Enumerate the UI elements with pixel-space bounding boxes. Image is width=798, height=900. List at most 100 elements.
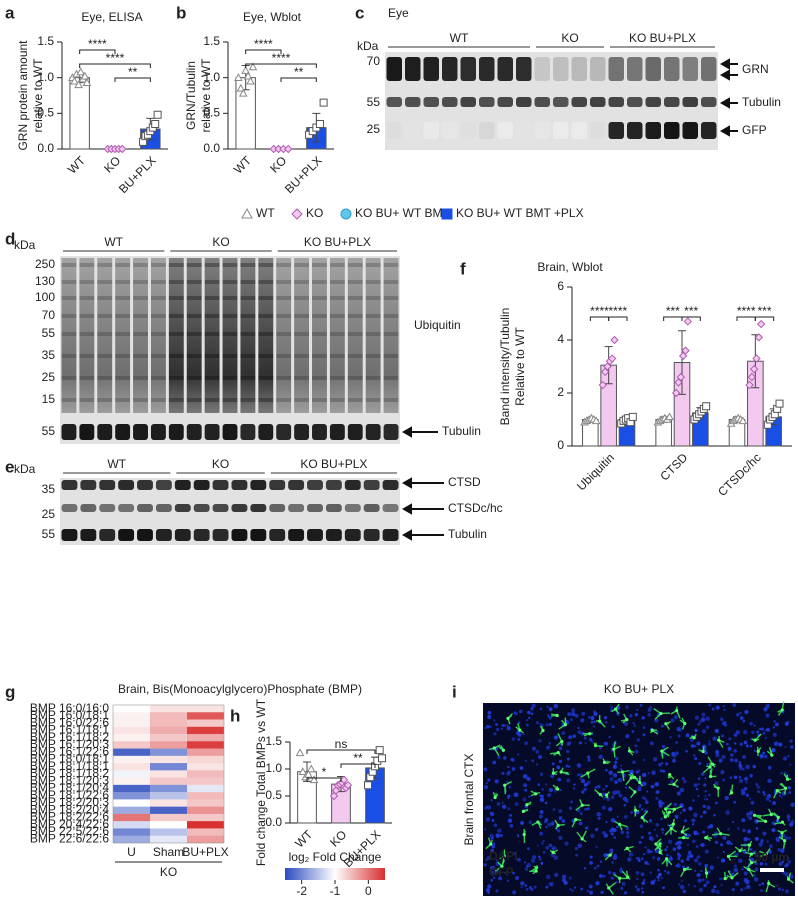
data-point <box>319 98 328 107</box>
blot-band <box>186 376 202 380</box>
microglia-body <box>502 854 506 858</box>
nucleus <box>685 749 688 753</box>
nucleus <box>641 781 647 787</box>
data-point <box>74 80 83 89</box>
microglia-body <box>780 708 784 712</box>
heatmap-cell <box>187 792 224 800</box>
nucleus <box>758 842 763 847</box>
blot-smear <box>347 258 363 413</box>
heatmap-cell <box>150 828 187 836</box>
blot-band <box>137 504 153 512</box>
blot-band <box>115 376 131 380</box>
nucleus <box>743 740 748 745</box>
blot-band <box>150 296 166 300</box>
blot-band <box>80 480 97 490</box>
nucleus <box>548 843 553 848</box>
heatmap-cell <box>113 734 150 742</box>
blot-band <box>115 280 131 284</box>
nucleus <box>526 864 529 868</box>
blot-band <box>186 296 202 300</box>
microglia-body <box>660 749 664 753</box>
nucleus <box>567 765 571 768</box>
nucleus <box>558 759 562 764</box>
microglia-body <box>580 803 584 807</box>
nucleus <box>739 716 744 720</box>
nucleus <box>696 856 699 859</box>
nucleus <box>553 703 559 709</box>
nucleus <box>742 719 746 723</box>
y-axis-label: relative to WT <box>31 58 45 133</box>
nucleus <box>746 884 751 889</box>
nucleus <box>745 764 750 770</box>
blot-band <box>442 57 458 81</box>
nucleus <box>664 848 668 852</box>
microglia-body <box>618 876 622 880</box>
microglia-body <box>683 721 687 726</box>
nucleus <box>744 776 749 781</box>
nucleus <box>483 784 489 790</box>
nucleus <box>637 857 640 860</box>
nucleus <box>524 884 528 887</box>
nucleus <box>679 884 685 890</box>
nucleus <box>650 784 655 789</box>
blot-band <box>115 398 131 402</box>
nucleus <box>493 823 498 827</box>
nucleus <box>495 727 500 732</box>
data-point <box>681 346 690 355</box>
blot-band <box>590 122 606 139</box>
nucleus <box>593 710 597 714</box>
blot-band <box>627 57 643 81</box>
blot-smear <box>115 258 131 413</box>
nucleus <box>713 885 717 889</box>
nucleus <box>536 763 539 766</box>
blot-band <box>288 504 305 512</box>
nucleus <box>548 788 553 793</box>
nucleus <box>687 843 690 847</box>
y-tick-label: 1.0 <box>203 70 220 84</box>
blot-band <box>118 504 135 512</box>
blot-band <box>344 529 361 541</box>
nucleus <box>589 855 593 859</box>
nucleus <box>600 890 604 895</box>
nucleus <box>612 855 618 861</box>
nucleus <box>760 727 765 731</box>
microglia-body <box>704 871 709 875</box>
column-label: BU+PLX <box>182 845 228 859</box>
nucleus <box>762 751 765 755</box>
nucleus <box>490 878 494 882</box>
blot-band <box>155 480 172 490</box>
nucleus <box>742 828 746 833</box>
scale-bar <box>760 868 784 872</box>
blot-band <box>204 354 220 358</box>
arrow <box>401 503 444 515</box>
nucleus <box>528 885 532 889</box>
nucleus <box>708 740 711 743</box>
band-label: CTSD <box>448 475 481 489</box>
blot-band <box>186 314 202 318</box>
nucleus <box>753 874 756 877</box>
nucleus <box>553 790 557 793</box>
row-label: BMP 16:0/18:1 <box>30 708 109 722</box>
nucleus <box>771 828 776 833</box>
nucleus <box>772 801 776 805</box>
nucleus <box>580 731 585 736</box>
nucleus <box>592 725 596 728</box>
nucleus <box>512 890 517 895</box>
nucleus <box>609 848 614 853</box>
nucleus <box>590 720 594 724</box>
nucleus <box>730 842 733 846</box>
nucleus <box>682 808 686 812</box>
nucleus <box>680 879 683 882</box>
nucleus <box>489 725 492 728</box>
panel-label: e <box>5 457 14 476</box>
legend-label: WT <box>256 206 275 220</box>
nucleus <box>775 722 779 727</box>
nucleus <box>759 727 762 731</box>
nucleus <box>754 858 758 862</box>
band-label: GRN <box>742 62 769 76</box>
blot-band <box>79 314 95 318</box>
microglia-body <box>784 786 788 790</box>
microglia-body <box>668 772 672 777</box>
microglia-body <box>729 791 734 795</box>
nucleus <box>620 830 625 835</box>
